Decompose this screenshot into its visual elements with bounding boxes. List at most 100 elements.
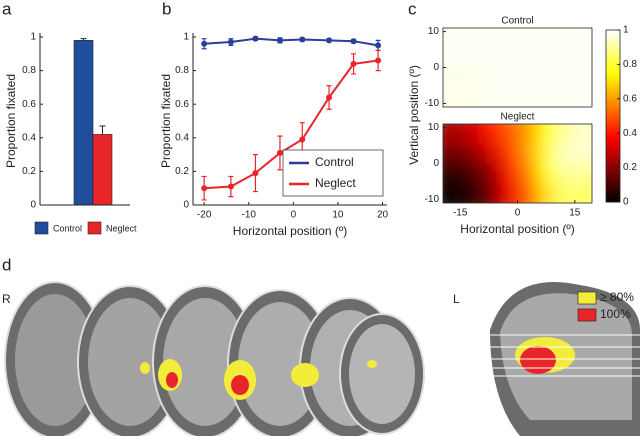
x-axis-label: Horizontal position (º) [460, 222, 574, 236]
colorbar-step [606, 181, 620, 186]
heatmap-cell [573, 163, 592, 185]
heatmap-cell [554, 143, 575, 165]
heatmap-cell [480, 124, 500, 145]
colorbar-step [606, 67, 620, 71]
heatmap-cell [554, 183, 575, 203]
y-tick-label: 0.4 [22, 132, 36, 143]
heatmap-cell [573, 124, 592, 145]
heatmap-cell [517, 124, 538, 145]
colorbar-step [606, 87, 620, 91]
colorbar-step [606, 113, 620, 117]
heatmap-cell [443, 124, 463, 145]
heatmap-cell [443, 163, 463, 185]
heatmap-cell [498, 183, 519, 203]
legend-box [282, 149, 384, 197]
colorbar-frame [605, 29, 621, 203]
y-tick-label: 0.2 [22, 166, 36, 177]
colorbar-step [606, 147, 620, 151]
legend-swatch [577, 308, 597, 322]
y-axis-label: Proportion fixated [159, 74, 173, 168]
x-tick-label: 0 [515, 208, 521, 219]
heatmap-cell [498, 143, 519, 165]
map-title: Control [501, 16, 533, 27]
colorbar-step [606, 133, 620, 137]
y-tick-label: 0.4 [175, 132, 189, 143]
colorbar-step [606, 38, 620, 42]
legend-label: ≥ 80% [600, 290, 634, 304]
heatmap-cell [461, 124, 482, 145]
point [326, 37, 333, 44]
point [227, 39, 234, 46]
heatmap-cell [573, 183, 592, 203]
heatmap-cell [554, 163, 575, 185]
heatmap-cells [443, 28, 592, 107]
series-line [204, 59, 379, 190]
y-tick-label: 0 [433, 62, 439, 73]
colorbar-tick-label: 1 [623, 25, 629, 36]
x-tick-label: 20 [377, 210, 389, 221]
y-tick-label: 1 [183, 32, 189, 43]
heatmap-cell [461, 143, 482, 165]
heatmap-cell [554, 67, 592, 107]
series-line [204, 37, 379, 47]
legend-label: Control [315, 155, 354, 169]
colorbar-step [606, 58, 620, 63]
point [227, 183, 234, 190]
colorbar-step [606, 93, 620, 97]
colorbar-step [606, 127, 620, 131]
colorbar-tick-label: 0.8 [623, 59, 637, 70]
heatmap-cell [517, 67, 556, 107]
y-tick-label: 0.6 [22, 99, 36, 110]
bar [73, 40, 94, 206]
point [276, 149, 283, 156]
heatmap-cell [461, 163, 482, 185]
colorbar-step [606, 196, 620, 200]
colorbar-step [606, 141, 620, 146]
error-bar [99, 125, 106, 135]
heatmap-cells [443, 124, 592, 203]
colorbar-step [606, 35, 620, 40]
legend-swatch [577, 291, 597, 305]
legend-label: Neglect [315, 176, 356, 190]
colorbar-tick-label: 0.4 [623, 128, 637, 139]
point [201, 40, 208, 47]
y-tick-label: -10 [425, 194, 440, 205]
heatmap-cell [480, 183, 500, 203]
legend-swatch [87, 221, 102, 235]
colorbar-tick-label: 0 [623, 197, 629, 208]
colorbar-step [606, 64, 620, 68]
colorbar-step [606, 153, 620, 157]
colorbar-step [606, 179, 620, 183]
point [299, 36, 306, 43]
colorbar-step [606, 104, 620, 108]
colorbar-step [606, 187, 620, 192]
colorbar-step [606, 156, 620, 160]
point [350, 60, 357, 67]
colorbar-step [606, 161, 620, 166]
colorbar-step [606, 170, 620, 174]
heatmap [443, 124, 592, 203]
x-tick-label: 0 [291, 210, 297, 221]
heatmap-cell [498, 124, 519, 145]
colorbar-step [606, 199, 620, 203]
legend-label: 100% [600, 307, 631, 321]
heatmap-cell [480, 163, 500, 185]
colorbar-step [606, 95, 620, 100]
heatmap-cell [536, 124, 556, 145]
colorbar-step [606, 124, 620, 128]
heatmap-cell [480, 28, 519, 69]
heatmap-cell [517, 28, 556, 69]
heatmap-cell [536, 143, 556, 165]
point [326, 94, 333, 101]
colorbar-step [606, 61, 620, 65]
colorbar-step [606, 150, 620, 154]
heatmap-cell [554, 124, 575, 145]
colorbar-step [606, 84, 620, 88]
colorbar-step [606, 41, 620, 45]
colorbar-step [606, 167, 620, 171]
heatmap [443, 28, 592, 107]
x-tick-label: -10 [242, 210, 257, 221]
error-bar [80, 38, 87, 41]
x-tick-label: -15 [453, 208, 468, 219]
point [252, 35, 259, 42]
